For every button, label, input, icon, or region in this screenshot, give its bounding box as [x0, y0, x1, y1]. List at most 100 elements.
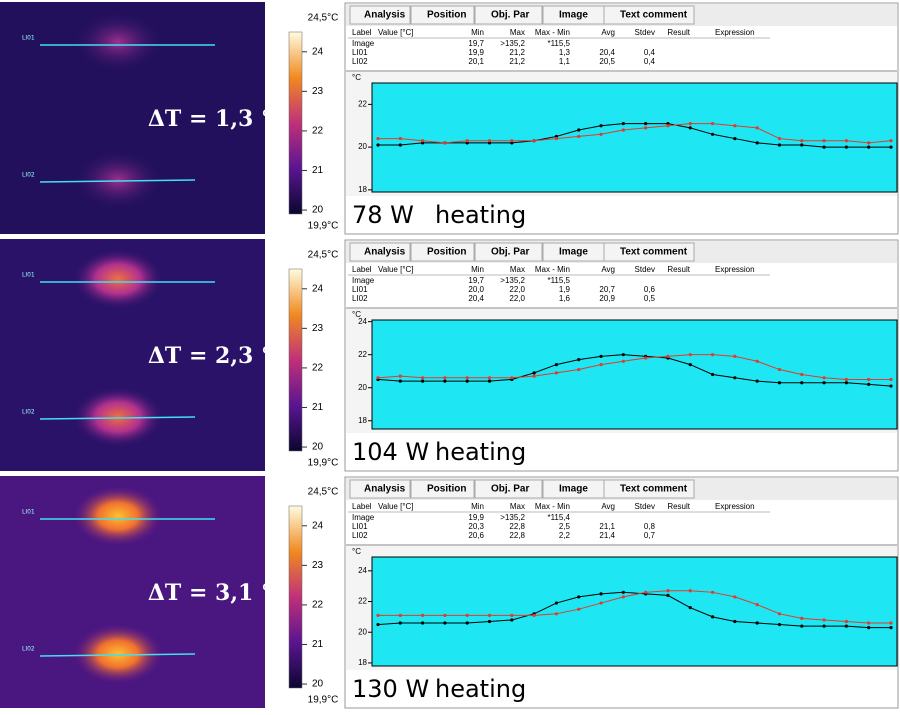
colorbar-tick-label: 21 [312, 402, 324, 413]
plot-area [372, 557, 897, 666]
data-point [889, 626, 892, 629]
table-cell: 2,5 [559, 522, 571, 531]
table-cell: 20,3 [468, 522, 484, 531]
data-point [689, 606, 692, 609]
data-point [577, 135, 580, 138]
data-point [488, 620, 491, 623]
delta-t: ΔT = 1,3 ° [148, 106, 272, 132]
data-point [421, 376, 424, 379]
y-tick-label: 20 [358, 627, 367, 636]
tab-label: Obj. Par [491, 484, 529, 495]
table-cell: Image [352, 39, 375, 48]
data-point [622, 591, 625, 594]
column-header: Value [°C] [378, 502, 414, 511]
table-cell: 0,8 [644, 522, 656, 531]
data-point [644, 122, 647, 125]
hot-spot [73, 249, 163, 309]
data-point [533, 139, 536, 142]
data-point [778, 143, 781, 146]
table-cell: 22,0 [509, 285, 525, 294]
data-point [599, 355, 602, 358]
data-point [666, 355, 669, 358]
data-point [644, 591, 647, 594]
data-point [644, 356, 647, 359]
data-point [800, 373, 803, 376]
table-cell: 20,7 [599, 285, 615, 294]
column-header: Avg [601, 502, 615, 511]
data-point [399, 380, 402, 383]
data-point [733, 620, 736, 623]
data-point [622, 360, 625, 363]
column-header: Label [352, 502, 372, 511]
mode-label: heating [435, 438, 526, 466]
power-label: 130 W [352, 675, 429, 703]
y-tick-label: 22 [358, 99, 367, 108]
data-point [533, 371, 536, 374]
data-point [800, 139, 803, 142]
colorbar-tick-label: 22 [312, 126, 324, 137]
data-point [867, 621, 870, 624]
page: {"tabs":["Analysis","Position","Obj. Par… [0, 0, 900, 711]
table-cell: 1,9 [559, 285, 571, 294]
data-point [889, 621, 892, 624]
data-point [622, 128, 625, 131]
data-point [622, 122, 625, 125]
power-label: 78 W [352, 201, 414, 229]
column-header: Avg [601, 265, 615, 274]
data-point [845, 378, 848, 381]
data-point [845, 381, 848, 384]
data-point [443, 380, 446, 383]
data-point [488, 139, 491, 142]
table-cell: 21,1 [599, 522, 615, 531]
column-header: Max - Min [535, 28, 570, 37]
line-label: LI02 [22, 646, 35, 653]
line-label: LI01 [22, 272, 35, 279]
tab-label: Analysis [364, 247, 406, 258]
colorbar [289, 506, 302, 688]
data-point [577, 608, 580, 611]
data-point [733, 376, 736, 379]
column-header: Result [667, 28, 690, 37]
colorbar-tick-label: 24 [312, 520, 324, 531]
data-point [555, 601, 558, 604]
table-cell: 20,9 [599, 294, 615, 303]
column-header: Stdev [635, 265, 655, 274]
colorbar-tick-label: 23 [312, 560, 324, 571]
line-label: LI02 [22, 409, 35, 416]
data-point [555, 371, 558, 374]
table-cell: Image [352, 513, 375, 522]
table-cell: LI01 [352, 48, 368, 57]
tab-label: Image [559, 247, 588, 258]
data-point [756, 603, 759, 606]
tab-label: Position [427, 484, 466, 495]
data-point [711, 373, 714, 376]
table-cell: 22,8 [509, 531, 525, 540]
data-point [376, 137, 379, 140]
column-header: Max [510, 265, 525, 274]
data-point [577, 358, 580, 361]
data-point [711, 353, 714, 356]
tab-label: Image [559, 484, 588, 495]
tab-label: Position [427, 247, 466, 258]
data-point [555, 612, 558, 615]
data-point [756, 360, 759, 363]
y-tick-label: 22 [358, 597, 367, 606]
data-point [443, 621, 446, 624]
mode-label: heating [435, 675, 526, 703]
data-point [800, 143, 803, 146]
data-point [488, 380, 491, 383]
column-header: Result [667, 265, 690, 274]
table-cell: 22,8 [509, 522, 525, 531]
colorbar-tick-label: 23 [312, 86, 324, 97]
data-point [399, 137, 402, 140]
colorbar-max: 24,5°C [308, 13, 339, 24]
data-point [822, 624, 825, 627]
table-cell: 0,7 [644, 531, 656, 540]
data-point [466, 376, 469, 379]
column-header: Expression [715, 502, 755, 511]
data-point [867, 141, 870, 144]
data-point [599, 363, 602, 366]
table-cell: 21,2 [509, 57, 525, 66]
colorbar-min: 19,9°C [308, 458, 339, 469]
data-point [466, 621, 469, 624]
